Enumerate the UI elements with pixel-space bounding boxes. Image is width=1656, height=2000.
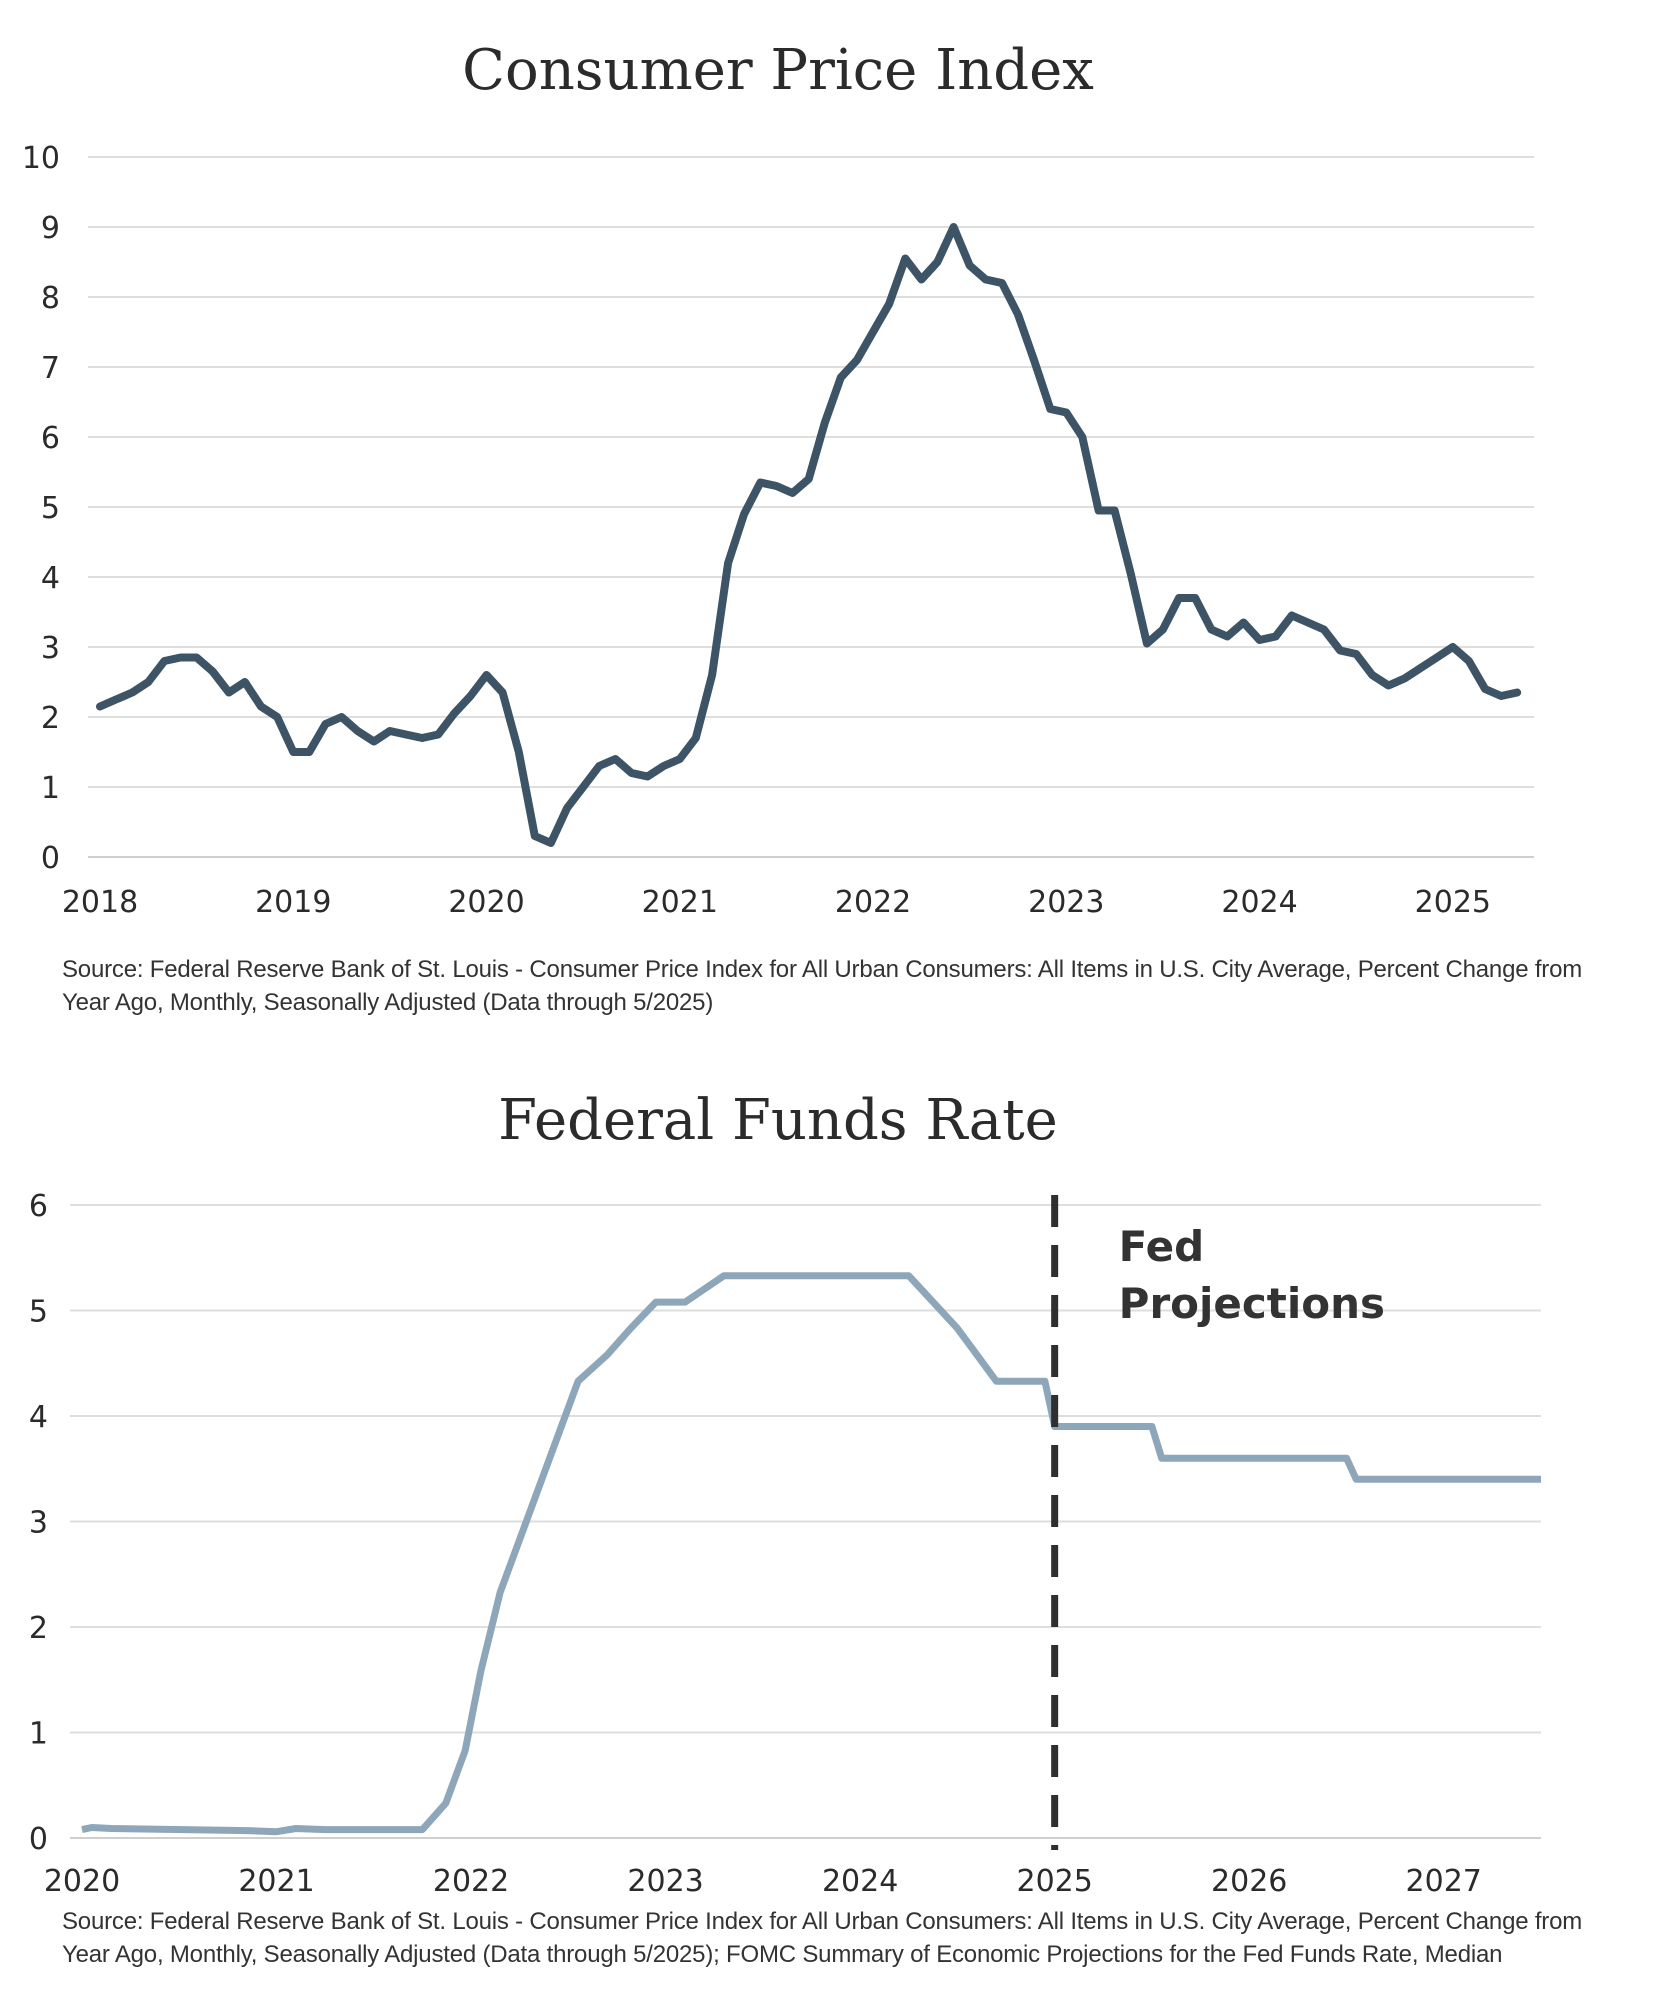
cpi-source-note: Source: Federal Reserve Bank of St. Loui… (62, 956, 1583, 1016)
cpi-x-tick: 2025 (1415, 885, 1491, 920)
ffr-gridlines (70, 1204, 1541, 1839)
ffr-y-tick: 0 (29, 1822, 48, 1857)
cpi-x-tick: 2018 (62, 885, 138, 920)
cpi-y-tick: 5 (41, 491, 60, 526)
ffr-x-tick-labels: 2020 2021 2022 2023 2024 2025 2026 2027 (44, 1864, 1482, 1899)
cpi-series-line (96, 223, 1522, 847)
ffr-y-tick: 4 (29, 1400, 48, 1435)
ffr-x-tick: 2022 (433, 1864, 509, 1899)
cpi-y-tick: 0 (41, 841, 60, 876)
ffr-source-note: Source: Federal Reserve Bank of St. Loui… (62, 1908, 1583, 1968)
fed-projections-label-line2: Projections (1119, 1279, 1385, 1328)
cpi-y-tick: 4 (41, 561, 60, 596)
cpi-x-tick: 2022 (835, 885, 911, 920)
cpi-y-tick: 7 (41, 351, 60, 386)
ffr-y-tick: 3 (29, 1506, 48, 1541)
cpi-y-tick: 2 (41, 701, 60, 736)
cpi-x-tick: 2019 (255, 885, 331, 920)
ffr-chart: 0 1 2 3 4 5 6 2020 2021 2022 2023 2024 2025 2026 2027… (29, 1189, 1541, 1899)
cpi-chart-title: Consumer Price Index (462, 38, 1094, 103)
cpi-x-tick: 2020 (448, 885, 524, 920)
ffr-x-tick: 2027 (1406, 1864, 1482, 1899)
ffr-x-tick: 2021 (238, 1864, 314, 1899)
ffr-series-line (81, 1272, 1541, 1836)
cpi-y-tick-labels: 0 1 2 3 4 5 6 7 8 9 10 (22, 141, 60, 876)
cpi-x-tick-labels: 2018 2019 2020 2021 2022 2023 2024 2025 (62, 885, 1491, 920)
ffr-x-tick: 2024 (822, 1864, 898, 1899)
fed-projections-label-line1: Fed (1119, 1222, 1205, 1271)
ffr-y-tick-labels: 0 1 2 3 4 5 6 (29, 1189, 48, 1857)
ffr-x-tick: 2026 (1211, 1864, 1287, 1899)
cpi-y-tick: 6 (41, 421, 60, 456)
cpi-x-tick: 2024 (1221, 885, 1297, 920)
cpi-y-tick: 10 (22, 141, 60, 176)
cpi-y-tick: 1 (41, 771, 60, 806)
cpi-x-tick: 2021 (642, 885, 718, 920)
ffr-y-tick: 5 (29, 1295, 48, 1330)
cpi-y-tick: 8 (41, 281, 60, 316)
ffr-x-tick: 2025 (1016, 1864, 1092, 1899)
ffr-x-tick: 2020 (44, 1864, 120, 1899)
cpi-chart: 0 1 2 3 4 5 6 7 8 9 10 2018 2019 2020 2021 2022 2023 202… (22, 141, 1534, 920)
ffr-y-tick: 6 (29, 1189, 48, 1224)
ffr-x-tick: 2023 (627, 1864, 703, 1899)
cpi-x-tick: 2023 (1028, 885, 1104, 920)
ffr-y-tick: 2 (29, 1611, 48, 1646)
ffr-chart-title: Federal Funds Rate (498, 1088, 1058, 1153)
cpi-gridlines (88, 156, 1534, 858)
cpi-y-tick: 9 (41, 211, 60, 246)
ffr-y-tick: 1 (29, 1717, 48, 1752)
cpi-y-tick: 3 (41, 631, 60, 666)
